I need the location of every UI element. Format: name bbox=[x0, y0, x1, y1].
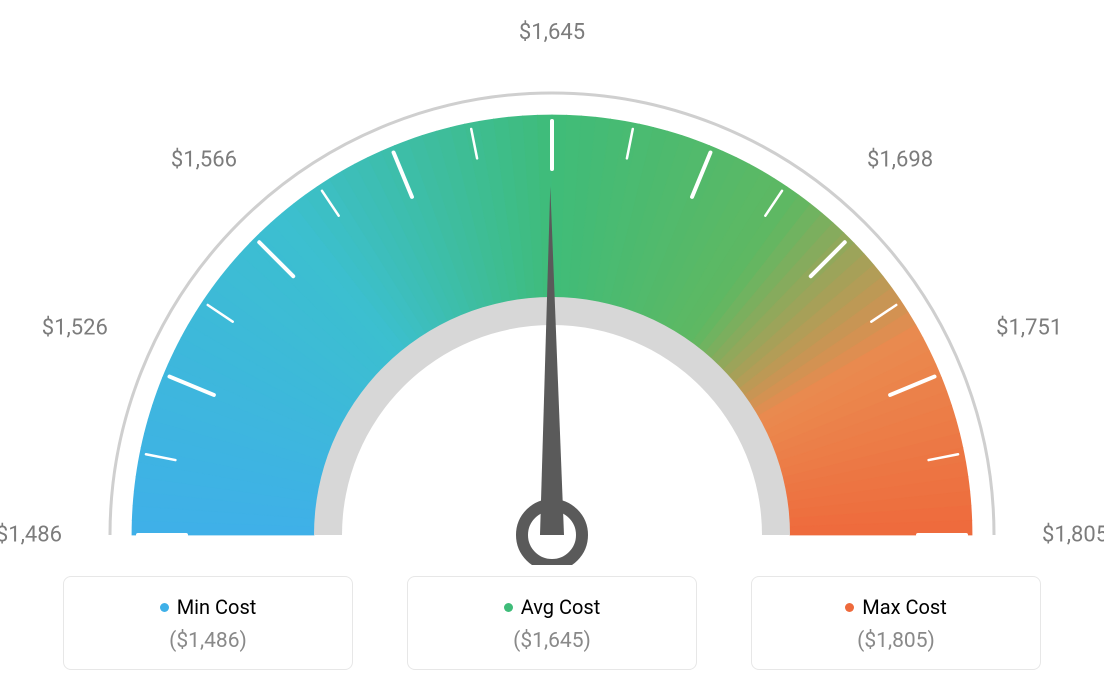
legend-title-min: Min Cost bbox=[160, 595, 257, 619]
legend-card-min: Min Cost ($1,486) bbox=[63, 576, 353, 670]
legend-title-max: Max Cost bbox=[845, 595, 947, 619]
gauge-tick-label: $1,645 bbox=[519, 20, 585, 45]
legend-card-avg: Avg Cost ($1,645) bbox=[407, 576, 697, 670]
dot-icon bbox=[845, 603, 854, 612]
legend-card-max: Max Cost ($1,805) bbox=[751, 576, 1041, 670]
gauge-svg bbox=[72, 45, 1032, 565]
gauge-tick-label: $1,526 bbox=[42, 315, 108, 340]
legend-label: Avg Cost bbox=[521, 595, 601, 619]
dot-icon bbox=[504, 603, 513, 612]
legend-row: Min Cost ($1,486) Avg Cost ($1,645) Max … bbox=[0, 576, 1104, 670]
gauge-tick-label: $1,698 bbox=[867, 147, 933, 172]
gauge-tick-label: $1,805 bbox=[1042, 523, 1104, 548]
legend-value-max: ($1,805) bbox=[762, 629, 1030, 653]
legend-label: Min Cost bbox=[177, 595, 257, 619]
legend-value-avg: ($1,645) bbox=[418, 629, 686, 653]
gauge-tick-label: $1,566 bbox=[171, 147, 237, 172]
gauge-tick-label: $1,486 bbox=[0, 523, 62, 548]
legend-label: Max Cost bbox=[862, 595, 947, 619]
legend-title-avg: Avg Cost bbox=[504, 595, 601, 619]
gauge-chart: $1,486 $1,526 $1,566 $1,645 $1,698 $1,751 $1,8… bbox=[0, 0, 1104, 560]
gauge-tick-label: $1,751 bbox=[996, 315, 1062, 340]
dot-icon bbox=[160, 603, 169, 612]
legend-value-min: ($1,486) bbox=[74, 629, 342, 653]
